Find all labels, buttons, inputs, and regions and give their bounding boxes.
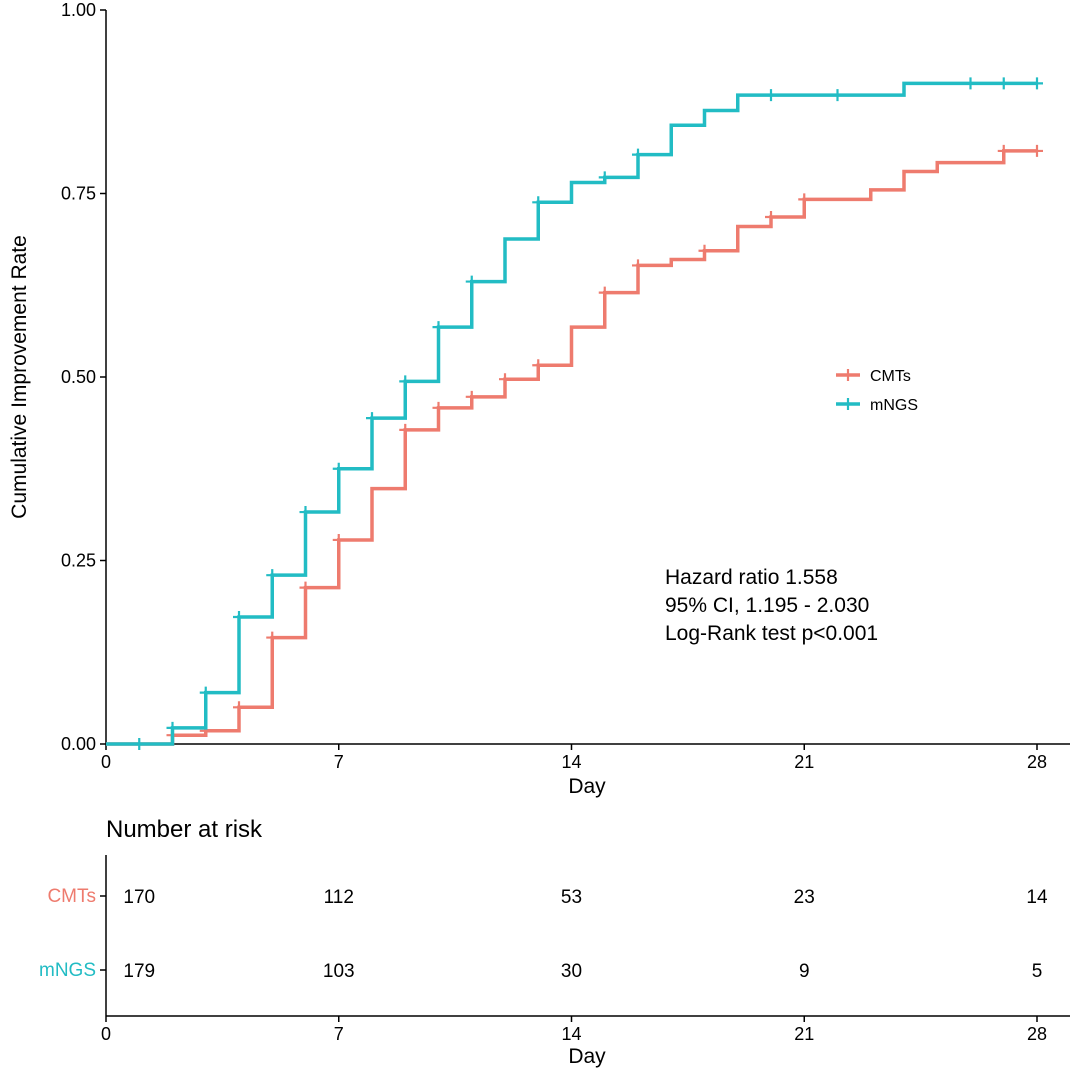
risk-cell-mngs: 30 xyxy=(561,961,582,982)
censor-mark-mngs xyxy=(133,738,146,750)
risk-cell-cmts: 53 xyxy=(561,887,582,908)
censor-mark-mngs xyxy=(199,686,212,699)
risk-x-axis-title: Day xyxy=(568,1045,606,1068)
censor-mark-cmts xyxy=(598,286,611,299)
censor-mark-mngs xyxy=(366,412,378,425)
annotation-line: Hazard ratio 1.558 xyxy=(665,566,838,589)
annotation-line: 95% CI, 1.195 - 2.030 xyxy=(665,594,869,617)
risk-x-tick-label: 7 xyxy=(334,1024,344,1044)
censor-mark-mngs xyxy=(997,77,1010,90)
risk-table-panel: Number at risk CMTs 170 112 53 23 14 mNGS 179 103… xyxy=(39,816,1070,1068)
censor-mark-cmts xyxy=(698,244,711,257)
censor-mark-mngs xyxy=(233,611,245,624)
risk-cell-cmts: 170 xyxy=(123,887,155,908)
censor-mark-mngs xyxy=(465,275,478,288)
annotation-line: Log-Rank test p<0.001 xyxy=(665,622,878,645)
x-tick-label: 28 xyxy=(1027,752,1047,772)
y-tick-label: 0.00 xyxy=(61,734,96,754)
risk-x-tick-label: 28 xyxy=(1027,1024,1047,1044)
censor-mark-mngs xyxy=(332,462,345,475)
legend-label-cmts: CMTs xyxy=(870,368,911,385)
risk-row-label-cmts: CMTs xyxy=(47,886,96,907)
risk-cell-mngs: 179 xyxy=(123,961,155,982)
y-tick-label: 0.75 xyxy=(61,184,96,204)
censor-mark-mngs xyxy=(266,569,279,582)
censor-mark-mngs xyxy=(299,506,312,519)
censor-mark-mngs xyxy=(831,89,844,102)
risk-table-title: Number at risk xyxy=(106,816,263,843)
y-tick-label: 0.50 xyxy=(61,367,96,387)
censor-mark-cmts xyxy=(499,373,511,386)
censor-mark-mngs xyxy=(1031,77,1043,90)
censor-mark-cmts xyxy=(332,533,345,546)
censor-mark-cmts xyxy=(765,210,777,223)
censor-mark-mngs xyxy=(632,148,644,161)
censor-mark-mngs xyxy=(166,721,179,734)
y-tick-label: 1.00 xyxy=(61,0,96,20)
censor-mark-cmts xyxy=(399,423,412,436)
risk-x-tick-label: 0 xyxy=(101,1024,111,1044)
x-axis-title: Day xyxy=(568,775,606,798)
censor-mark-mngs xyxy=(598,171,611,184)
risk-x-tick-label: 21 xyxy=(794,1024,814,1044)
km-plot-panel: 0.00 0.25 0.50 0.75 1.00 0 7 14 21 28 Day Cumulativ… xyxy=(8,0,1070,798)
censor-mark-mngs xyxy=(765,89,777,102)
y-axis-title: Cumulative Improvement Rate xyxy=(8,235,31,519)
x-tick-label: 21 xyxy=(794,752,814,772)
y-tick-label: 0.25 xyxy=(61,551,96,571)
risk-cell-cmts: 23 xyxy=(794,887,815,908)
censor-mark-mngs xyxy=(399,375,412,388)
series-line-mngs xyxy=(106,81,1037,746)
series-line-cmts xyxy=(106,149,1037,746)
censor-mark-cmts xyxy=(299,581,312,594)
censor-mark-cmts xyxy=(465,390,478,403)
censor-mark-mngs xyxy=(532,196,545,209)
x-tick-label: 7 xyxy=(334,752,344,772)
censor-mark-mngs xyxy=(432,321,445,334)
censor-mark-cmts xyxy=(233,701,245,714)
x-tick-label: 0 xyxy=(101,752,111,772)
censor-mark-mngs xyxy=(964,77,977,90)
censor-mark-cmts xyxy=(632,259,644,272)
risk-cell-mngs: 103 xyxy=(323,961,355,982)
risk-cell-cmts: 14 xyxy=(1026,887,1048,908)
censor-mark-cmts xyxy=(532,359,545,372)
risk-x-tick-label: 14 xyxy=(561,1024,581,1044)
censor-mark-cmts xyxy=(266,631,279,644)
risk-row-label-mngs: mNGS xyxy=(39,960,96,981)
legend-label-mngs: mNGS xyxy=(870,397,918,414)
risk-cell-cmts: 112 xyxy=(324,887,354,908)
censor-mark-cmts xyxy=(997,144,1010,157)
censor-mark-cmts xyxy=(432,401,445,414)
censor-mark-cmts xyxy=(798,193,811,206)
risk-cell-mngs: 9 xyxy=(799,961,810,982)
censor-mark-cmts xyxy=(1031,144,1043,157)
risk-cell-mngs: 5 xyxy=(1032,961,1043,982)
x-tick-label: 14 xyxy=(561,752,581,772)
